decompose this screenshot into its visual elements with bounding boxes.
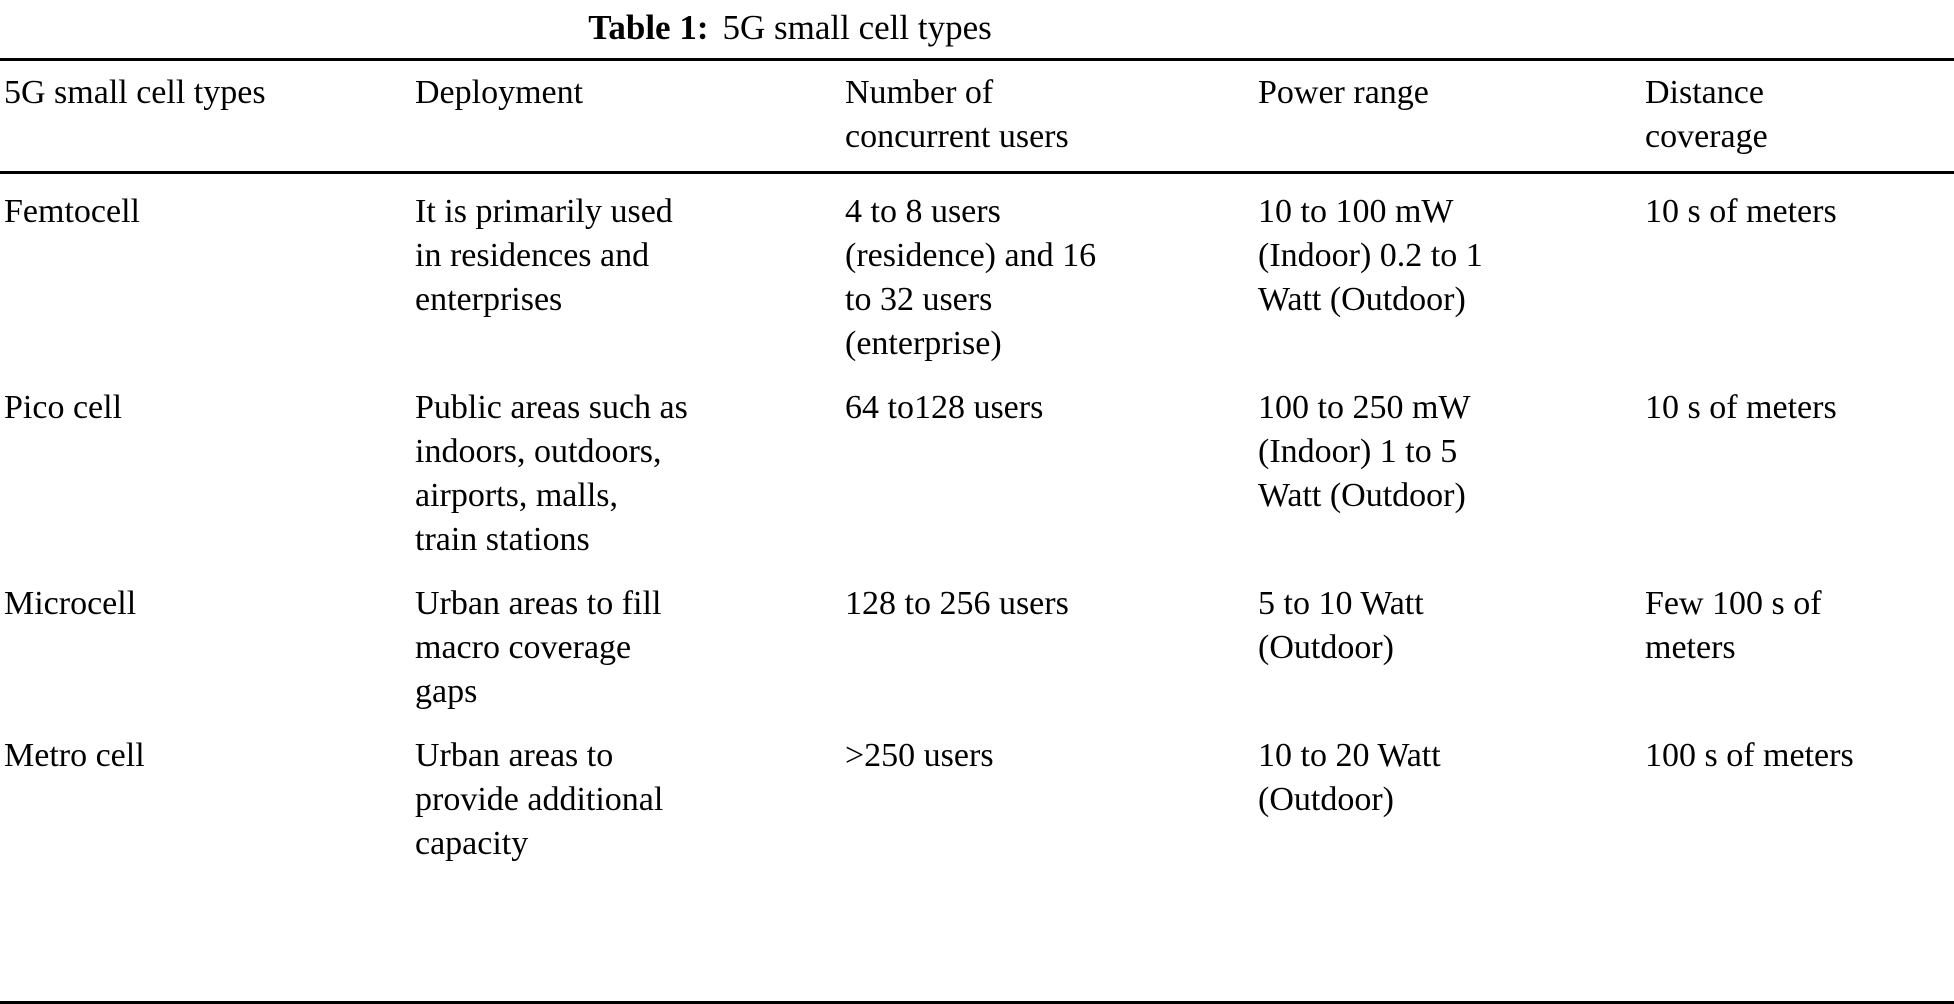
column-header-concurrent-users: Number of concurrent users [845,59,1258,174]
column-header-distance-coverage: Distance coverage [1645,59,1954,174]
table-cell: 10 to 20 Watt (Outdoor) [1258,737,1441,818]
table-cell: 64 to128 users [845,389,1044,426]
table-cell: >250 users [845,737,994,774]
row-label-cell: Femtocell [4,193,140,230]
small-cell-types-table: 5G small cell types Deployment Number of… [0,58,1954,870]
table-cell: 100 to 250 mW (Indoor) 1 to 5 Watt (Outd… [1258,389,1471,514]
table-row-pico-cell: Pico cell Public areas such as indoors, … [0,370,1954,566]
row-label-cell: Metro cell [4,737,145,774]
table-cell: It is primarily used in residences and e… [415,193,673,318]
table-cell: Urban areas to provide additional capaci… [415,737,664,862]
table-caption-text: 5G small cell types [722,8,992,47]
table-cell: Urban areas to fill macro coverage gaps [415,585,662,710]
row-label-cell: Pico cell [4,389,123,426]
table-row-femtocell: Femtocell It is primarily used in reside… [0,173,1954,371]
table-row-microcell: Microcell Urban areas to fill macro cove… [0,566,1954,718]
table-row-metro-cell: Metro cell Urban areas to provide additi… [0,718,1954,870]
table-cell: 10 to 100 mW (Indoor) 0.2 to 1 Watt (Out… [1258,193,1483,318]
column-header-cell-types: 5G small cell types [0,59,415,174]
column-header-deployment: Deployment [415,59,845,174]
table-cell: 10 s of meters [1645,389,1837,426]
row-label-cell: Microcell [4,585,137,622]
column-header-power-range: Power range [1258,59,1645,174]
table-cell: 100 s of meters [1645,737,1854,774]
table-caption: Table 1: 5G small cell types [0,0,1580,50]
table-cell: Public areas such as indoors, outdoors, … [415,389,688,558]
header-row: 5G small cell types Deployment Number of… [0,59,1954,174]
table-cell: Few 100 s of meters [1645,585,1822,666]
table-cell: 5 to 10 Watt (Outdoor) [1258,585,1424,666]
table-caption-label: Table 1: [588,8,709,47]
table-cell: 128 to 256 users [845,585,1069,622]
table-cell: 10 s of meters [1645,193,1837,230]
table-cell: 4 to 8 users (residence) and 16 to 32 us… [845,193,1097,362]
